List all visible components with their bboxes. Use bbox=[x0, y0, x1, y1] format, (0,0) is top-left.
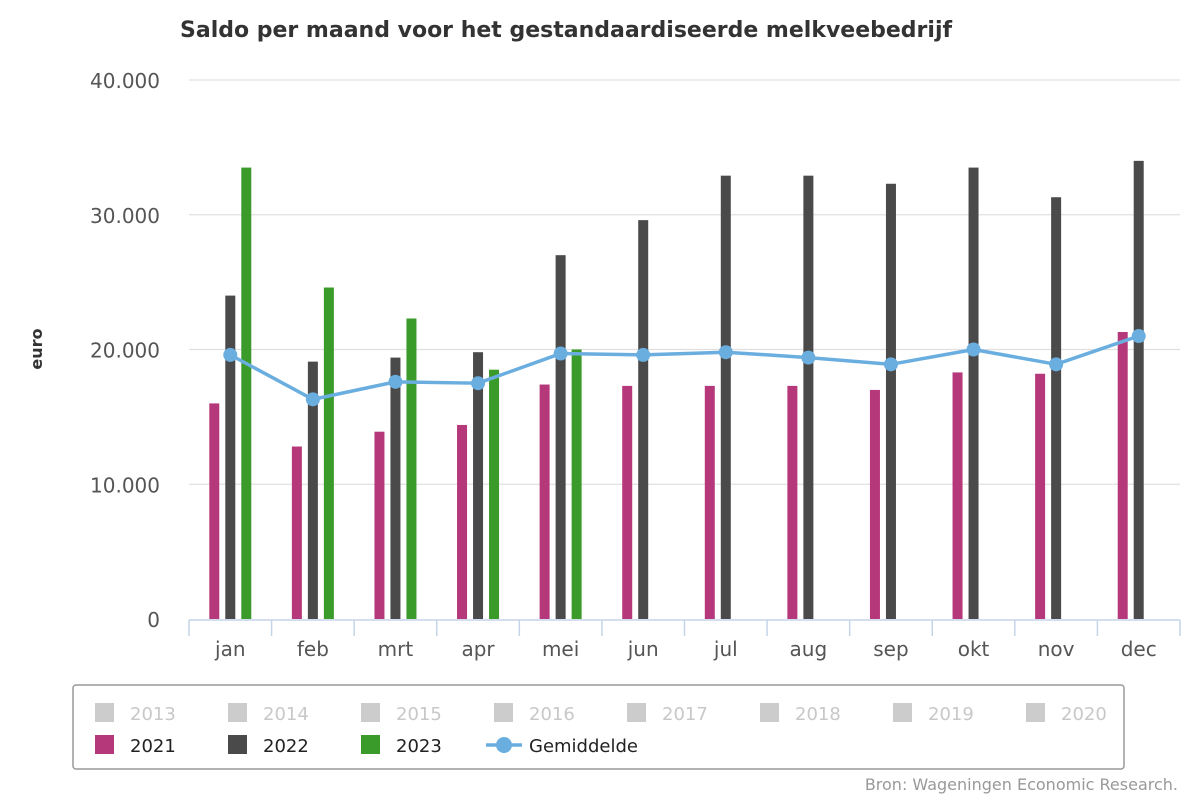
source-note: Bron: Wageningen Economic Research. bbox=[865, 775, 1178, 794]
x-tick-label: jul bbox=[713, 637, 738, 661]
bar-2022-aug bbox=[803, 175, 814, 620]
legend-swatch-2018[interactable] bbox=[760, 703, 779, 722]
legend-box bbox=[72, 684, 1125, 770]
average-point-aug bbox=[801, 350, 816, 365]
bar-2022-dec bbox=[1133, 160, 1144, 619]
bar-2023-feb bbox=[323, 287, 334, 619]
legend-swatch-2021[interactable] bbox=[95, 735, 114, 754]
bar-2021-feb bbox=[291, 446, 302, 619]
x-tick-label: mei bbox=[542, 637, 579, 661]
bar-2021-jul bbox=[704, 385, 715, 619]
x-axis: jan feb mrt apr mei jun jul aug sep okt nov dec bbox=[188, 619, 1181, 661]
x-tick-label: dec bbox=[1121, 637, 1157, 661]
x-tick-label: jan bbox=[214, 637, 246, 661]
average-point-mei bbox=[553, 346, 568, 361]
legend-label-2017[interactable]: 2017 bbox=[662, 704, 708, 725]
y-tick-label: 40.000 bbox=[90, 69, 160, 93]
average-line-path bbox=[229, 334, 1140, 402]
x-tick-label: aug bbox=[790, 637, 828, 661]
y-tick-label: 0 bbox=[147, 608, 160, 632]
bar-2022-jan bbox=[225, 295, 236, 619]
legend-swatch-2022[interactable] bbox=[228, 735, 247, 754]
bar-2021-mei bbox=[539, 384, 550, 619]
bar-2021-nov bbox=[1035, 373, 1046, 619]
y-tick-label: 10.000 bbox=[90, 473, 160, 497]
average-point-nov bbox=[1049, 357, 1064, 372]
legend-label-2021[interactable]: 2021 bbox=[130, 736, 176, 757]
legend-label-2013[interactable]: 2013 bbox=[130, 704, 176, 725]
legend-swatch-2023[interactable] bbox=[361, 735, 380, 754]
x-tick-label: feb bbox=[297, 637, 329, 661]
y-axis-ticks: 0 10.000 20.000 30.000 40.000 bbox=[90, 69, 160, 632]
bar-2021-sep bbox=[869, 389, 880, 619]
x-tick-label: nov bbox=[1038, 637, 1075, 661]
bar-2021-jan bbox=[209, 403, 220, 619]
legend: 2013 2014 2015 2016 2017 2018 2019 2020 2021 2022… bbox=[72, 684, 1125, 770]
legend-label-2019[interactable]: 2019 bbox=[928, 704, 974, 725]
legend-swatch-2019[interactable] bbox=[893, 703, 912, 722]
legend-swatch-2017[interactable] bbox=[627, 703, 646, 722]
legend-label-Gemiddelde[interactable]: Gemiddelde bbox=[529, 736, 638, 757]
average-point-jun bbox=[636, 347, 651, 362]
bar-2021-dec bbox=[1117, 331, 1128, 619]
bar-2021-aug bbox=[787, 385, 798, 619]
bars bbox=[209, 160, 1144, 620]
bar-2022-nov bbox=[1051, 197, 1062, 620]
bar-2022-jun bbox=[638, 220, 649, 619]
bar-2023-mrt bbox=[406, 318, 417, 619]
bar-2021-jun bbox=[622, 385, 633, 619]
legend-label-2014[interactable]: 2014 bbox=[263, 704, 309, 725]
average-point-sep bbox=[883, 357, 898, 372]
bar-2021-apr bbox=[457, 424, 468, 619]
average-point-mrt bbox=[388, 374, 403, 389]
x-tick-label: sep bbox=[873, 637, 908, 661]
chart-title: Saldo per maand voor het gestandaardisee… bbox=[180, 18, 952, 43]
legend-swatch-2013[interactable] bbox=[95, 703, 114, 722]
legend-swatch-2020[interactable] bbox=[1026, 703, 1045, 722]
bar-2023-mei bbox=[571, 349, 582, 619]
y-axis-label: euro bbox=[27, 328, 46, 369]
bar-2023-jan bbox=[241, 167, 252, 619]
legend-label-2016[interactable]: 2016 bbox=[529, 704, 575, 725]
x-tick-label: mrt bbox=[378, 637, 414, 661]
bar-2023-apr bbox=[489, 369, 500, 619]
legend-label-2020[interactable]: 2020 bbox=[1061, 704, 1107, 725]
y-tick-label: 30.000 bbox=[90, 204, 160, 228]
average-point-jul bbox=[718, 345, 733, 360]
bar-2022-apr bbox=[473, 352, 484, 619]
bar-2021-mrt bbox=[374, 431, 385, 619]
bar-2022-jul bbox=[720, 175, 731, 620]
bar-2022-sep bbox=[885, 183, 896, 619]
bar-2021-okt bbox=[952, 372, 963, 619]
average-point-feb bbox=[305, 392, 320, 407]
bar-2022-okt bbox=[968, 167, 979, 619]
x-tick-label: apr bbox=[461, 637, 495, 661]
average-point-jan bbox=[223, 347, 238, 362]
legend-swatch-2014[interactable] bbox=[228, 703, 247, 722]
legend-label-2018[interactable]: 2018 bbox=[795, 704, 841, 725]
gridlines bbox=[189, 79, 1180, 485]
legend-swatch-2015[interactable] bbox=[361, 703, 380, 722]
average-point-apr bbox=[471, 376, 486, 391]
average-point-dec bbox=[1131, 329, 1146, 344]
legend-label-2023[interactable]: 2023 bbox=[396, 736, 442, 757]
legend-label-2022[interactable]: 2022 bbox=[263, 736, 309, 757]
legend-swatch-2016[interactable] bbox=[494, 703, 513, 722]
average-line bbox=[223, 329, 1146, 407]
bar-2022-mrt bbox=[390, 357, 401, 619]
legend-label-2015[interactable]: 2015 bbox=[396, 704, 442, 725]
x-tick-label: okt bbox=[958, 637, 990, 661]
legend-swatch-marker-Gemiddelde[interactable] bbox=[496, 737, 512, 753]
y-tick-label: 20.000 bbox=[90, 339, 160, 363]
average-point-okt bbox=[966, 342, 981, 357]
x-tick-label: jun bbox=[627, 637, 659, 661]
bar-2022-mei bbox=[555, 255, 566, 620]
bar-2022-feb bbox=[307, 361, 318, 619]
